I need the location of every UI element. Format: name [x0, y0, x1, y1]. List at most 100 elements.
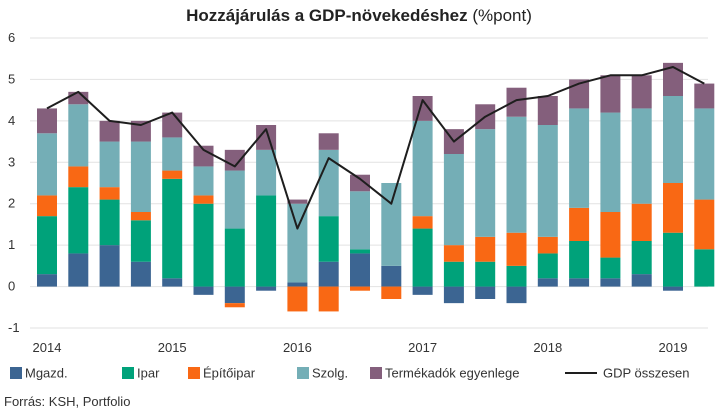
bar-segment [443, 286, 464, 304]
bar-segment [569, 207, 590, 241]
bar-segment [318, 216, 339, 262]
bar-segment [631, 108, 652, 204]
bar-segment [506, 286, 527, 304]
bar-segment [318, 149, 339, 217]
bar-segment [287, 199, 308, 204]
bar-segment [663, 62, 683, 96]
legend-swatch [370, 367, 382, 379]
y-tick-label: 4 [8, 113, 15, 128]
bar-segment [193, 195, 214, 204]
legend-label: Szolg. [312, 366, 348, 381]
bar-segment [99, 199, 120, 246]
bar-segment [663, 232, 683, 287]
bar-segment [162, 137, 183, 171]
bar-segment [37, 195, 57, 217]
gdp-line-path [46, 66, 705, 230]
bar-segment [694, 83, 715, 109]
bar-segment [68, 104, 89, 167]
x-tick-label: 2019 [659, 340, 688, 355]
bar-segment [68, 253, 89, 287]
bar-segment [224, 170, 245, 229]
bar-segment [318, 133, 339, 150]
legend-label: Építőipar [203, 366, 256, 381]
bar-segment [631, 241, 652, 275]
bar-segment [475, 129, 496, 237]
bar-segment [68, 187, 89, 254]
legend-swatch [10, 367, 22, 379]
bar-segment [506, 87, 527, 117]
bar-segment [443, 245, 464, 262]
legend-label: GDP összesen [603, 366, 689, 381]
bar-segment [224, 286, 245, 304]
bar-segment [350, 174, 370, 192]
legend: Mgazd. Ipar Építőipar Szolg. Termékadók egye… [10, 366, 689, 381]
bar-segment [256, 149, 277, 196]
bar-segment [631, 75, 652, 109]
bar-segment [631, 203, 652, 241]
bar-segment [193, 286, 214, 295]
y-tick-label: 0 [8, 279, 15, 294]
bar-segment [350, 249, 370, 254]
bar-segment [287, 203, 308, 283]
y-tick-label: 5 [8, 71, 15, 86]
bar-segment [224, 228, 245, 287]
y-tick-label: 3 [8, 154, 15, 169]
bar-segment [600, 112, 621, 212]
bar-segment [506, 265, 527, 287]
x-tick-label: 2018 [533, 340, 562, 355]
bar-segment [99, 120, 120, 142]
bar-segment [412, 228, 433, 287]
bar-segment [37, 274, 57, 287]
y-axis-ticks: -1 0 1 2 3 4 5 6 [8, 30, 20, 335]
bar-segment [381, 183, 402, 266]
bar-segment [475, 261, 496, 287]
bar-segment [99, 187, 120, 200]
x-tick-label: 2017 [408, 340, 437, 355]
bar-segment [694, 199, 715, 250]
bar-segment [537, 278, 558, 287]
legend-label: Termékadók egyenlege [385, 366, 519, 381]
bar-segment [569, 108, 590, 208]
bar-segment [318, 286, 339, 312]
bar-segment [569, 241, 590, 279]
bar-segment [68, 166, 89, 188]
x-tick-label: 2016 [283, 340, 312, 355]
chart-title-suffix: (%pont) [467, 6, 532, 25]
bar-segment [130, 212, 151, 221]
bar-segment [37, 216, 57, 275]
bar-segment [162, 278, 183, 287]
bar-segment [412, 286, 433, 295]
chart-title-main: Hozzájárulás a GDP-növekedéshez [186, 6, 468, 25]
x-tick-label: 2015 [158, 340, 187, 355]
bar-segment [224, 303, 245, 308]
legend-label: Mgazd. [25, 366, 68, 381]
bar-segment [350, 191, 370, 250]
chart-plot: -1 0 1 2 3 4 5 6 2014 2015 2016 2017 2018 2019 Mgazd… [8, 30, 715, 381]
bar-segment [256, 195, 277, 287]
y-tick-label: -1 [8, 320, 20, 335]
bar-segment [412, 216, 433, 229]
bar-segment [99, 245, 120, 287]
legend-label: Ipar [137, 366, 160, 381]
bar-segment [475, 236, 496, 262]
bar-segment [443, 261, 464, 287]
bar-segment [99, 141, 120, 188]
bar-segment [350, 253, 370, 287]
bar-segment [130, 120, 151, 142]
bar-segment [162, 178, 183, 279]
bar-segment [443, 154, 464, 246]
bar-segment [569, 79, 590, 109]
bar-segment [663, 183, 683, 233]
bar-segment [318, 261, 339, 287]
bar-segment [256, 286, 277, 291]
y-tick-label: 6 [8, 30, 15, 45]
bar-segment [569, 278, 590, 287]
bar-segment [475, 286, 496, 299]
bar-segment [130, 261, 151, 287]
bar-segment [537, 236, 558, 254]
bar-segment [193, 166, 214, 196]
bar-segment [600, 278, 621, 287]
x-axis-ticks: 2014 2015 2016 2017 2018 2019 [33, 340, 688, 355]
bar-segment [287, 282, 308, 287]
bar-segment [287, 286, 308, 312]
